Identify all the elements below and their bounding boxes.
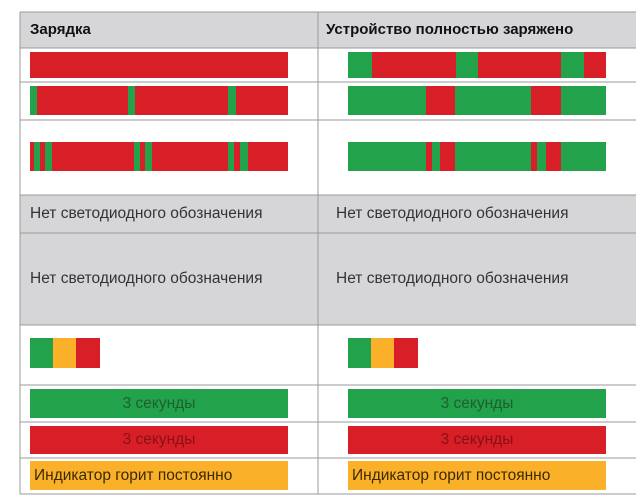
led-segment [228, 86, 236, 115]
led-segment [145, 142, 152, 171]
led-segment [53, 338, 76, 368]
led-segment [30, 86, 37, 115]
gray-rows-bg [20, 195, 636, 325]
led-segment [30, 142, 34, 171]
header-cell: Устройство полностью заряжено [326, 21, 573, 38]
led-segment [234, 142, 240, 171]
led-segment [30, 426, 288, 454]
bar-label: 3 секунды [123, 395, 196, 412]
led-segment [348, 426, 606, 454]
led-segment [348, 389, 606, 418]
led-segment [348, 142, 426, 171]
header-cell: Зарядка [30, 21, 91, 38]
led-segment [236, 86, 288, 115]
led-segment [531, 142, 537, 171]
led-segment [478, 52, 561, 78]
led-segment [37, 86, 128, 115]
led-segment [30, 338, 53, 368]
led-segment [546, 142, 561, 171]
led-segment [372, 52, 456, 78]
led-segment [240, 142, 248, 171]
led-segment [394, 338, 418, 368]
bar-label: 3 секунды [123, 431, 196, 448]
bar-label: 3 секунды [441, 395, 514, 412]
led-segment [432, 142, 440, 171]
led-segment [561, 52, 584, 78]
bar-label: Индикатор горит постоянно [352, 467, 550, 484]
led-segment [531, 86, 561, 115]
led-segment [455, 86, 531, 115]
led-segment [456, 52, 478, 78]
header-bg [20, 12, 636, 48]
led-segment [152, 142, 228, 171]
cell-text: Нет светодиодного обозначения [30, 270, 262, 287]
led-segment [371, 338, 394, 368]
led-segment [348, 52, 372, 78]
cell-text: Нет светодиодного обозначения [30, 205, 262, 222]
led-segment [248, 142, 288, 171]
bar-label: Индикатор горит постоянно [34, 467, 232, 484]
led-segment [348, 86, 426, 115]
led-segment [584, 52, 606, 78]
cell-text: Нет светодиодного обозначения [336, 270, 568, 287]
led-segment [537, 142, 546, 171]
led-segment [426, 142, 432, 171]
led-segment [30, 52, 288, 78]
led-segment [348, 338, 371, 368]
led-segment [135, 86, 228, 115]
led-segment [561, 142, 606, 171]
led-segment [45, 142, 52, 171]
led-segment [440, 142, 455, 171]
led-segment [140, 142, 145, 171]
led-segment [76, 338, 100, 368]
led-segment [30, 461, 288, 490]
led-segment [134, 142, 140, 171]
led-segment [40, 142, 45, 171]
led-segment [348, 461, 606, 490]
led-segment [128, 86, 135, 115]
led-segment [52, 142, 134, 171]
led-segment [426, 86, 455, 115]
led-segment [228, 142, 234, 171]
led-segment [455, 142, 531, 171]
led-segment [561, 86, 606, 115]
cell-text: Нет светодиодного обозначения [336, 205, 568, 222]
bar-label: 3 секунды [441, 431, 514, 448]
led-segment [30, 389, 288, 418]
led-segment [34, 142, 40, 171]
